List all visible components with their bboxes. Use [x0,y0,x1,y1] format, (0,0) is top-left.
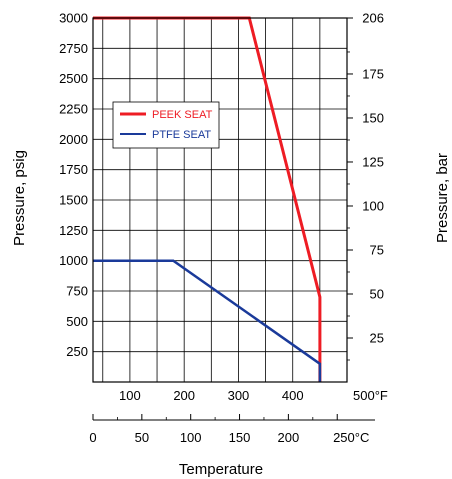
y-axis-label-left: Pressure, psig [11,150,28,246]
legend: PEEK SEAT PTFE SEAT [112,101,220,149]
right-tick-label-150: 150 [362,110,384,125]
legend-box [112,101,220,149]
x-axis-celsius: 0 50 100 150 200 250°C [89,414,375,445]
right-tick-label-125: 125 [362,154,384,169]
left-tick-label-1500: 1500 [59,193,88,208]
x-f-tick-label-400: 400 [282,388,304,403]
y-axis-label-right: Pressure, bar [434,153,451,243]
right-tick-label-100: 100 [362,198,384,213]
x-c-tick-label-100: 100 [180,430,202,445]
x-c-tick-label-0: 0 [89,430,96,445]
left-tick-label-2000: 2000 [59,132,88,147]
left-tick-label-250: 250 [66,344,88,359]
x-axis-label: Temperature [179,461,263,478]
x-c-tick-label-50: 50 [135,430,149,445]
right-tick-label-206: 206 [362,11,384,26]
right-tick-label-75: 75 [370,242,384,257]
x-f-tick-label-300: 300 [228,388,250,403]
x-c-tick-label-250: 250°C [333,430,369,445]
x-c-tick-label-150: 150 [229,430,251,445]
x-f-tick-label-100: 100 [119,388,141,403]
left-tick-label-750: 750 [66,284,88,299]
left-tick-label-1000: 1000 [59,253,88,268]
left-tick-label-2750: 2750 [59,41,88,56]
x-c-tick-label-200: 200 [278,430,300,445]
left-tick-label-2250: 2250 [59,102,88,117]
left-tick-label-2500: 2500 [59,71,88,86]
series-line-ptfe [93,259,322,382]
left-tick-label-1250: 1250 [59,223,88,238]
x-axis-fahrenheit-ticks: 100 200 300 400 500°F [119,388,388,403]
legend-label-ptfe: PTFE SEAT [152,129,211,141]
x-f-tick-label-200: 200 [173,388,195,403]
plot-frame [92,17,348,383]
left-tick-label-3000: 3000 [59,11,88,26]
right-tick-label-25: 25 [370,330,384,345]
legend-label-peek: PEEK SEAT [152,109,213,121]
right-tick-label-175: 175 [362,66,384,81]
left-tick-label-1750: 1750 [59,162,88,177]
x-f-tick-label-500: 500°F [353,388,388,403]
left-tick-label-500: 500 [66,314,88,329]
right-axis-ticks: 25 50 75 100 125 150 175 206 [347,11,384,361]
grid-lines [93,17,347,382]
left-axis-ticks: 250 500 750 1000 1250 1500 1750 2000 2250 2500 275… [59,11,88,360]
right-tick-label-50: 50 [370,286,384,301]
